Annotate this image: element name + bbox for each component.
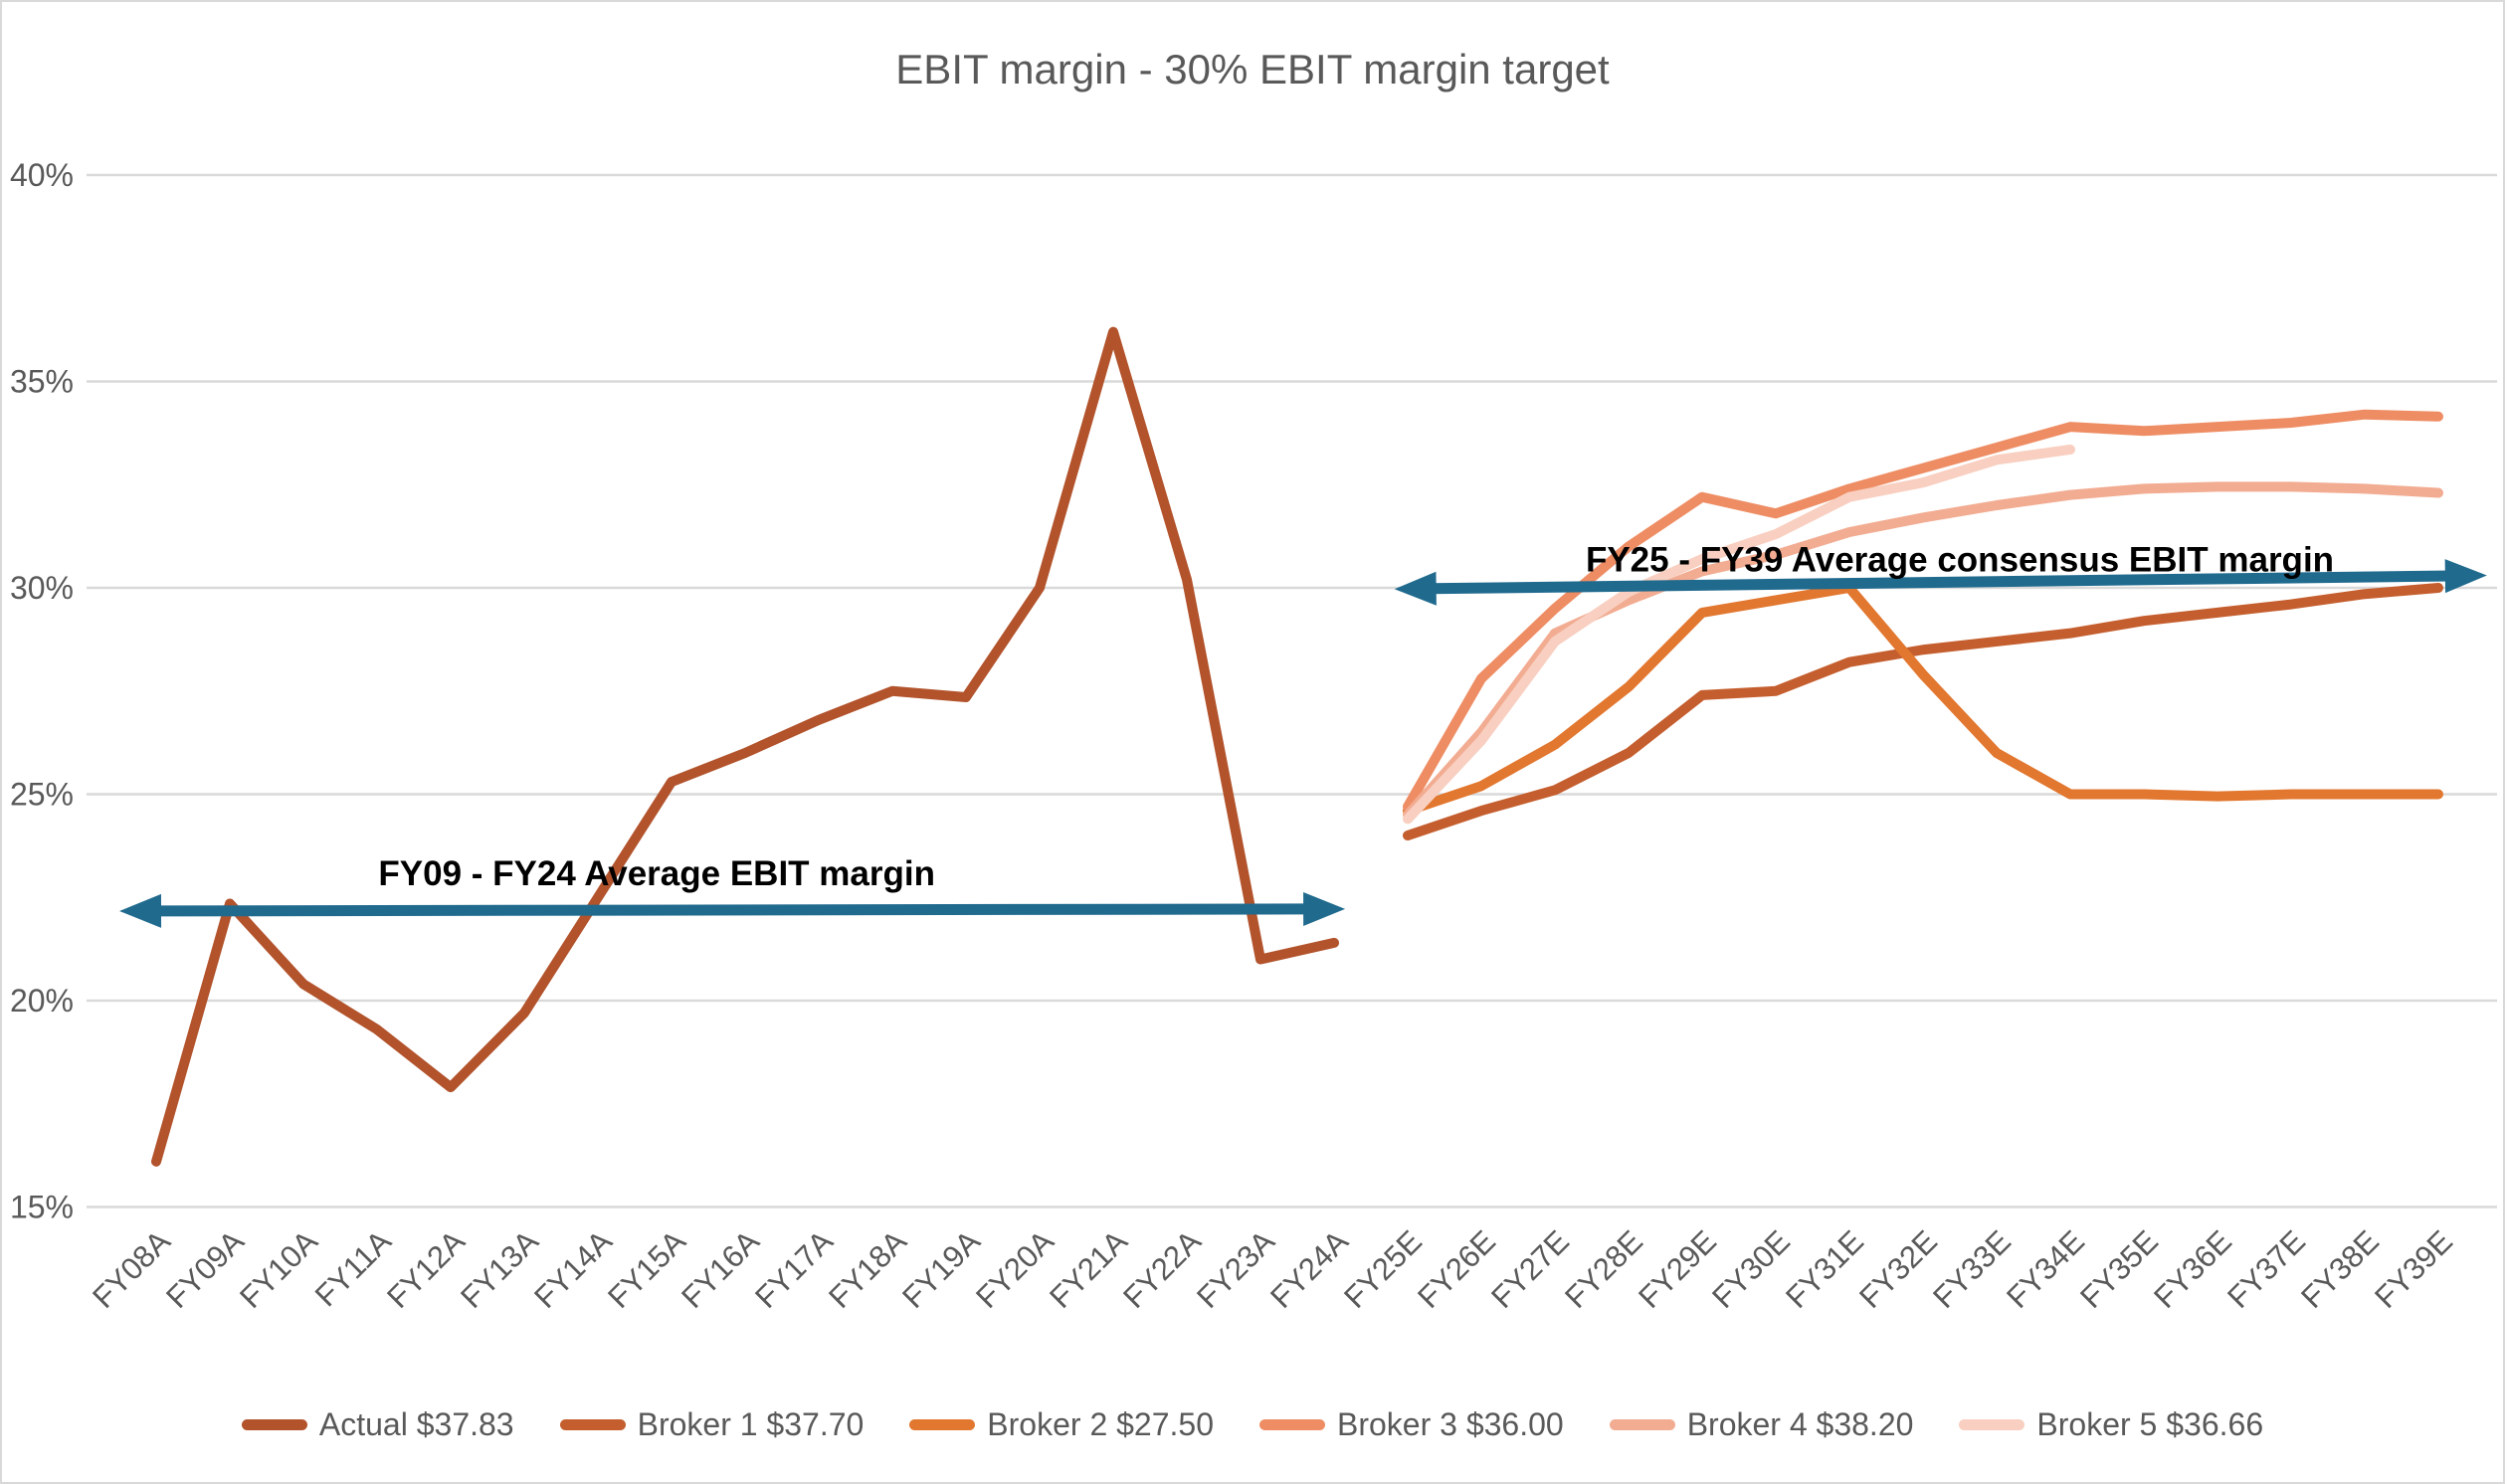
x-tick-label: FY38E	[2294, 1223, 2386, 1315]
legend-label: Broker 5 $36.66	[2036, 1406, 2264, 1442]
x-tick-label: FY28E	[1558, 1223, 1649, 1315]
arrow-head	[1394, 571, 1437, 606]
annotation-arrow	[154, 903, 1310, 917]
x-tick-label: FY09A	[159, 1223, 251, 1315]
legend-label: Broker 4 $38.20	[1686, 1406, 1914, 1442]
series-line-broker-1-37-70	[1403, 583, 2443, 840]
legend-item: Broker 3 $36.00	[1259, 1406, 1564, 1443]
y-tick-label: 20%	[10, 983, 74, 1019]
y-axis-labels: 40% 35% 30% 25% 20% 15%	[10, 157, 74, 1225]
chart-legend: Actual $37.83 Broker 1 $37.70 Broker 2 $27…	[2, 1406, 2503, 1443]
x-tick-label: FY19A	[895, 1223, 987, 1315]
x-tick-label: FY31E	[1779, 1223, 1870, 1315]
legend-item: Broker 2 $27.50	[909, 1406, 1214, 1443]
x-tick-label: FY26E	[1411, 1223, 1502, 1315]
legend-swatch	[559, 1419, 626, 1430]
x-tick-label: FY10A	[233, 1223, 324, 1315]
y-tick-label: 25%	[10, 777, 74, 813]
x-tick-label: FY29E	[1632, 1223, 1723, 1315]
legend-item: Broker 5 $36.66	[1959, 1406, 2263, 1443]
legend-label: Broker 1 $37.70	[637, 1406, 865, 1442]
x-tick-label: FY15A	[601, 1223, 692, 1315]
series-line-broker-2-27-50	[1403, 583, 2443, 817]
x-axis-labels: FY08AFY09AFY10AFY11AFY12AFY13AFY14AFY15A…	[86, 1223, 2459, 1315]
x-tick-label: FY21A	[1043, 1223, 1134, 1315]
arrow-head	[119, 893, 162, 928]
x-tick-label: FY24A	[1263, 1223, 1355, 1315]
x-tick-label: FY23A	[1190, 1223, 1281, 1315]
x-tick-label: FY36E	[2147, 1223, 2238, 1315]
x-tick-label: FY25E	[1337, 1223, 1429, 1315]
legend-swatch	[241, 1419, 307, 1430]
x-tick-label: FY33E	[1926, 1223, 2018, 1315]
series-line-broker-3-36-00	[1403, 409, 2443, 812]
y-tick-label: 35%	[10, 364, 74, 400]
x-tick-label: FY08A	[86, 1223, 177, 1315]
annotation-label: FY09 - FY24 Average EBIT margin	[378, 854, 935, 893]
legend-swatch	[1609, 1419, 1675, 1430]
x-tick-label: FY30E	[1705, 1223, 1797, 1315]
annotation-label: FY25 - FY39 Average consensus EBIT margi…	[1586, 540, 2334, 579]
legend-item: Broker 4 $38.20	[1609, 1406, 1914, 1443]
x-tick-label: FY20A	[969, 1223, 1060, 1315]
x-tick-label: FY13A	[454, 1223, 545, 1315]
x-tick-label: FY17A	[748, 1223, 840, 1315]
gridlines	[87, 173, 2497, 1208]
annotations: FY09 - FY24 Average EBIT margin FY25 - FY…	[119, 540, 2487, 928]
legend-label: Actual $37.83	[318, 1406, 514, 1442]
x-tick-label: FY35E	[2073, 1223, 2165, 1315]
x-tick-label: FY14A	[527, 1223, 619, 1315]
legend-swatch	[1259, 1419, 1325, 1430]
legend-label: Broker 2 $27.50	[987, 1406, 1214, 1442]
annotation-arrow	[1430, 570, 2451, 595]
x-tick-label: FY39E	[2368, 1223, 2459, 1315]
x-tick-label: FY32E	[1852, 1223, 1944, 1315]
legend-item: Broker 1 $37.70	[559, 1406, 865, 1443]
arrow-head	[1303, 891, 1346, 926]
chart-title: EBIT margin - 30% EBIT margin target	[895, 46, 1610, 93]
x-tick-label: FY27E	[1484, 1223, 1576, 1315]
series-line-broker-5-36-66	[1403, 444, 2075, 825]
series-line-actual-37-83	[151, 326, 1339, 1167]
legend-swatch	[909, 1419, 976, 1430]
x-tick-label: FY12A	[380, 1223, 472, 1315]
x-tick-label: FY34E	[2000, 1223, 2091, 1315]
x-tick-label: FY22A	[1116, 1223, 1208, 1315]
legend-item: Actual $37.83	[241, 1406, 514, 1443]
x-tick-label: FY16A	[674, 1223, 766, 1315]
series-lines	[151, 326, 2443, 1167]
x-tick-label: FY11A	[308, 1223, 398, 1313]
arrow-head	[2444, 559, 2487, 594]
legend-label: Broker 3 $36.00	[1337, 1406, 1564, 1442]
y-tick-label: 15%	[10, 1190, 74, 1225]
x-tick-label: FY37E	[2220, 1223, 2312, 1315]
y-tick-label: 40%	[10, 157, 74, 193]
legend-swatch	[1959, 1419, 2025, 1430]
y-tick-label: 30%	[10, 570, 74, 606]
x-tick-label: FY18A	[822, 1223, 913, 1315]
